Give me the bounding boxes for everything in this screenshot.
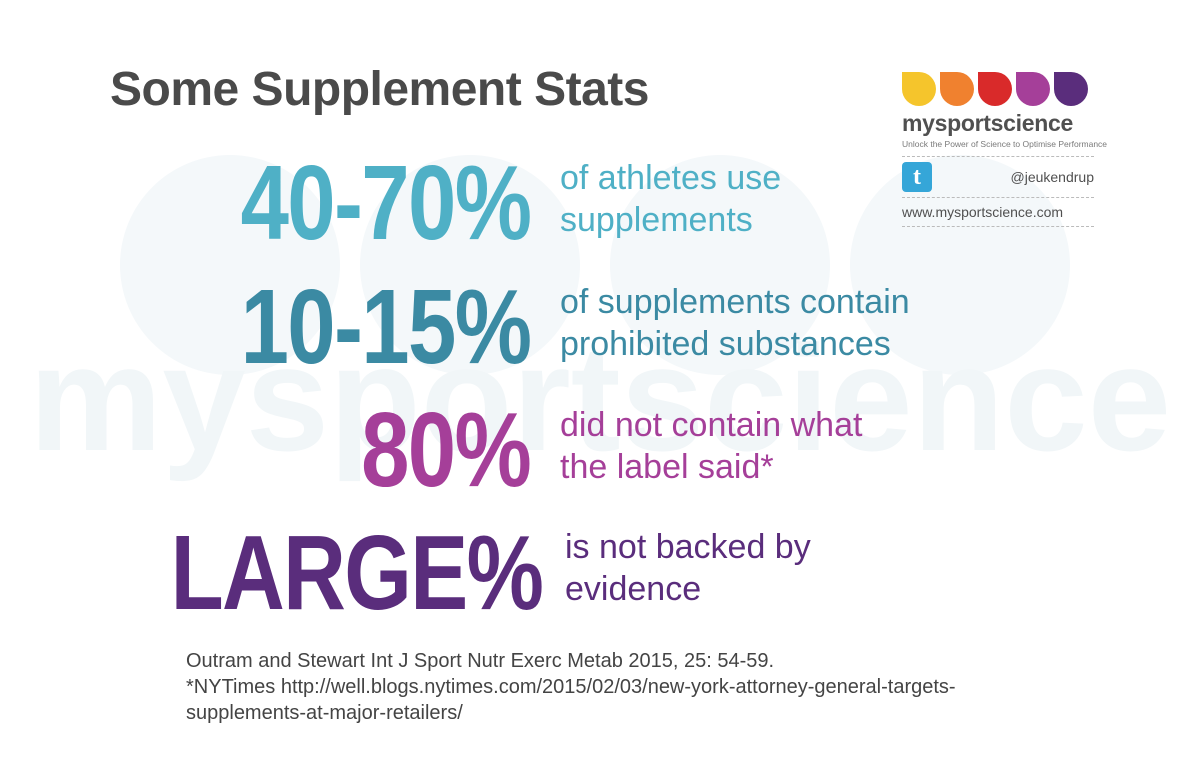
- stat-description-1-line2: supplements: [560, 201, 753, 239]
- twitter-handle[interactable]: @jeukendrup: [1010, 169, 1095, 185]
- drop-icon-orange: [940, 72, 974, 106]
- reference-line-1: Outram and Stewart Int J Sport Nutr Exer…: [186, 650, 775, 672]
- stat-description-1-line1: of athletes use: [560, 159, 782, 197]
- brand-logo-block: mysportscience Unlock the Power of Scien…: [902, 72, 1108, 227]
- stat-value-2: 10-15%: [240, 268, 531, 386]
- stat-description-3-line1: did not contain what: [560, 406, 863, 444]
- reference-line-3[interactable]: supplements-at-major-retailers/: [186, 702, 463, 724]
- stat-description-3: did not contain what the label said*: [560, 404, 862, 488]
- page-title: Some Supplement Stats: [110, 63, 649, 116]
- stat-description-4: is not backed by evidence: [565, 526, 811, 610]
- stat-description-2: of supplements contain prohibited substa…: [560, 281, 910, 365]
- logo-drops-icon: [902, 72, 1094, 106]
- stat-description-4-line1: is not backed by: [565, 528, 811, 566]
- stat-description-1: of athletes use supplements: [560, 157, 781, 241]
- stat-description-4-line2: evidence: [565, 570, 702, 608]
- divider: [902, 156, 1094, 157]
- brand-name: mysportscience: [902, 110, 1073, 136]
- references: Outram and Stewart Int J Sport Nutr Exer…: [186, 648, 956, 726]
- twitter-row[interactable]: t @jeukendrup: [902, 157, 1094, 197]
- stat-value-3: 80%: [360, 391, 532, 509]
- drop-icon-magenta: [1016, 72, 1050, 106]
- stat-value-4: LARGE%: [170, 514, 543, 632]
- twitter-icon[interactable]: t: [902, 162, 932, 192]
- drop-icon-red: [978, 72, 1012, 106]
- drop-icon-yellow: [902, 72, 936, 106]
- stat-description-2-line2: prohibited substances: [560, 325, 891, 363]
- divider: [902, 226, 1094, 227]
- stat-value-1: 40-70%: [240, 144, 531, 262]
- stat-description-2-line1: of supplements contain: [560, 283, 910, 321]
- stat-description-3-line2: the label said*: [560, 448, 774, 486]
- divider: [902, 197, 1094, 198]
- drop-icon-purple: [1054, 72, 1088, 106]
- website-link[interactable]: www.mysportscience.com: [902, 204, 1064, 220]
- brand-tagline: Unlock the Power of Science to Optimise …: [902, 139, 1108, 149]
- reference-line-2[interactable]: *NYTimes http://well.blogs.nytimes.com/2…: [186, 676, 956, 698]
